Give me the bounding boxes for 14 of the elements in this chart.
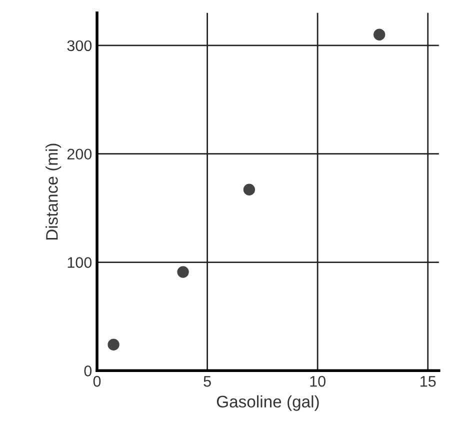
point [243,184,256,196]
y-tick-label: 300 [67,40,92,52]
y-tick-label: 200 [67,148,92,160]
x-tick-label: 10 [310,376,326,387]
y-tick-label: 0 [84,366,92,376]
y-tick-label: 100 [68,257,92,268]
x-tick-label: 0 [93,376,101,387]
point [374,28,386,40]
x-tick-label: 5 [204,376,211,387]
point [108,338,120,350]
x-axis-title: Gasoline (gal) [216,395,319,411]
x-tick-label: 15 [420,376,436,387]
point [177,266,189,278]
y-axis-title: Distance (mi) [46,144,62,240]
